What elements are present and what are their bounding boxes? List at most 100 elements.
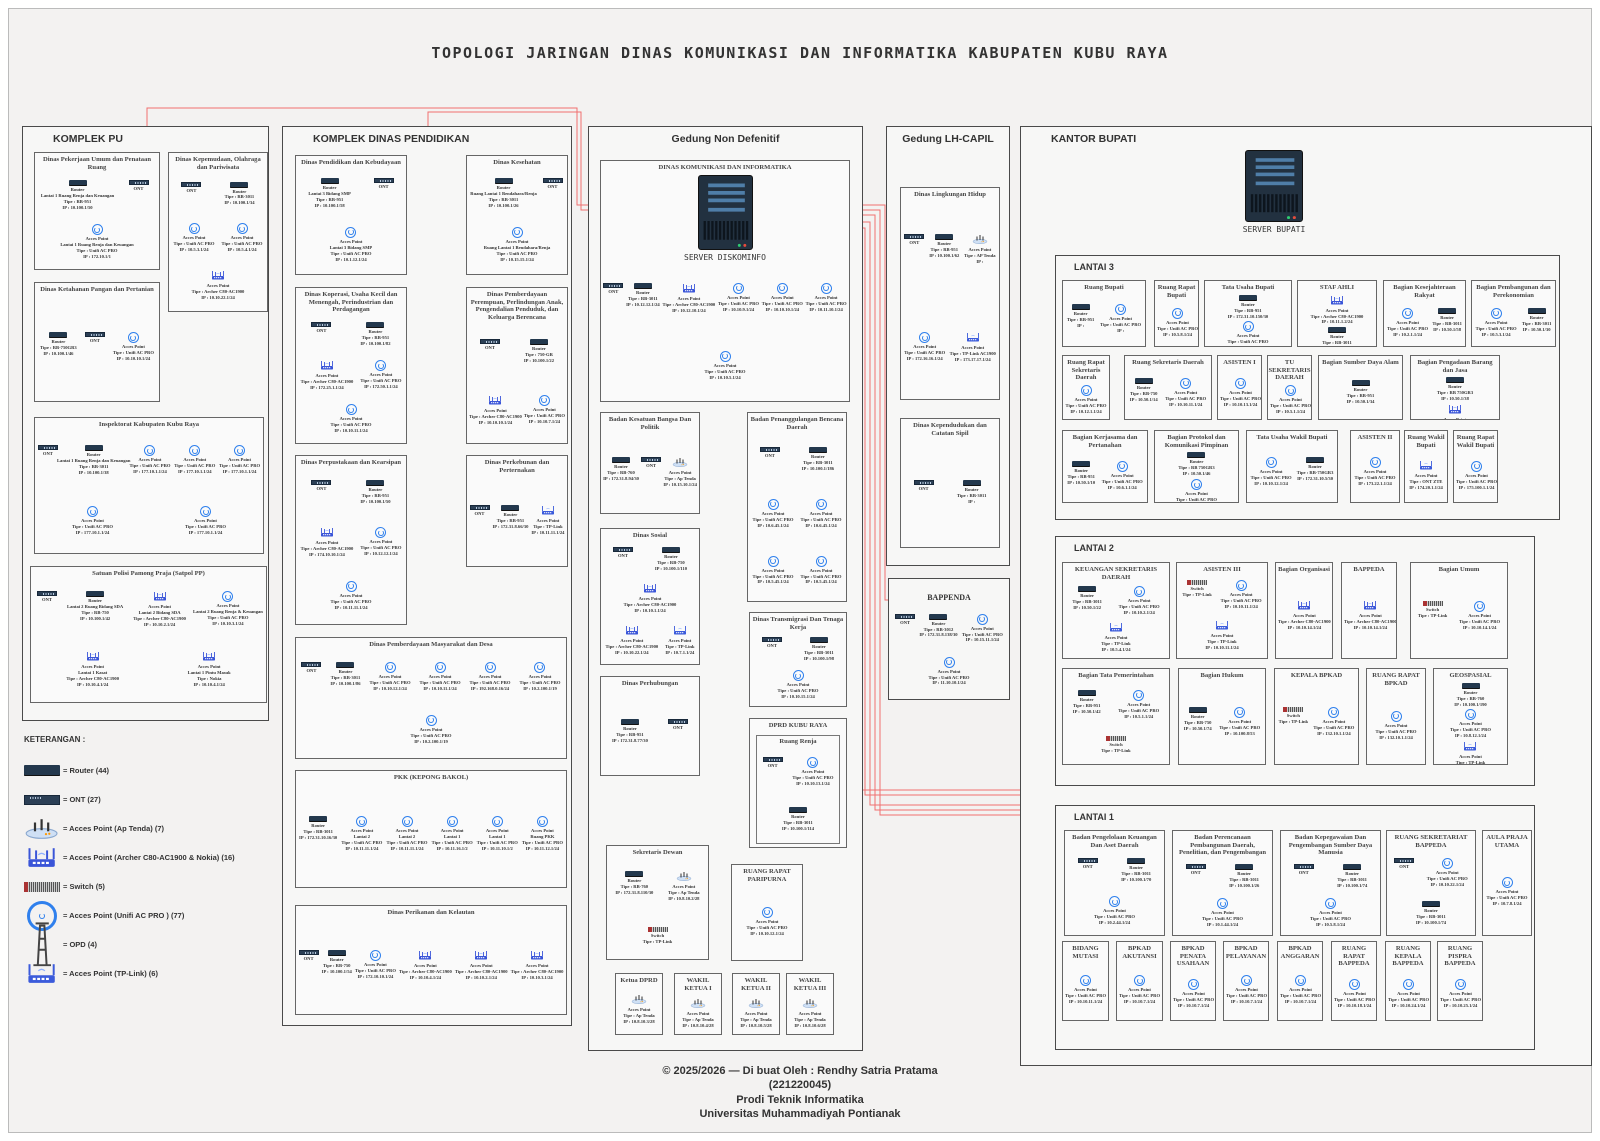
access-point-device[interactable]: Acces Point Tipe : Ap Tenda IP : 10.8.10.6… bbox=[794, 998, 826, 1029]
access-point-device[interactable]: Acces Point Lantai 2 Bidang SDA Tipe : Arc… bbox=[133, 591, 186, 628]
access-point-device[interactable]: Acces Point Tipe : Unifi AC PRO IP : 11.10… bbox=[928, 656, 970, 687]
access-point-device[interactable]: Acces Point Tipe : Unifi AC PRO IP : 10.15… bbox=[962, 613, 1003, 644]
access-point-device[interactable]: Acces Point Tipe : AP Tenda IP : bbox=[964, 234, 996, 265]
access-point-device[interactable]: Acces Point Tipe : Unifi AC PRO IP : 172.5… bbox=[360, 360, 401, 391]
router-device[interactable]: Router Tipe : RB-3011 IP : 10.12.12.1/24 bbox=[626, 282, 660, 314]
access-point-device[interactable]: Acces Point Lantai 2 Tipe : Unifi AC PRO IP… bbox=[341, 816, 382, 852]
access-point-device[interactable]: Acces Point Tipe : Unifi AC PRO IP : 10.10… bbox=[1459, 600, 1500, 631]
access-point-device[interactable]: Acces Point Tipe : Unifi AC PRO IP : 177.1… bbox=[219, 445, 260, 476]
access-point-device[interactable]: Acces Point Tipe : Unifi AC PRO IP : 177.1… bbox=[174, 445, 215, 476]
switch-device[interactable]: Switch Tipe : TP-Link bbox=[1182, 580, 1212, 610]
access-point-device[interactable]: Acces Point Tipe : Unifi AC PRO IP : 10.10… bbox=[1226, 975, 1267, 1005]
router-device[interactable]: Router Tipe : RB-3011 IP : 10.50.1/30 bbox=[1522, 307, 1551, 338]
access-point-device[interactable]: Acces Point Tipe : Ap Tenda IP : 10.15.10.… bbox=[663, 457, 697, 488]
router-device[interactable]: Router Tipe : RB-951 IP : 10.50.1/42 bbox=[1073, 689, 1101, 720]
access-point-device[interactable]: Acces Point Tipe : Unifi AC PRO IP : 175.1… bbox=[1456, 460, 1497, 491]
router-device[interactable]: Router Tipe : RB-951 IP : 10.100.1/62 bbox=[929, 234, 959, 265]
access-point-device[interactable]: Acces Point Tipe : Unifi AC PRO IP : 177.1… bbox=[129, 445, 170, 476]
access-point-device[interactable]: Acces Point Tipe : Unifi AC PRO IP : 10.5.… bbox=[1118, 689, 1159, 720]
router-device[interactable]: Router Lantai 2 Ruang Bidang SDA Tipe : RB… bbox=[67, 591, 123, 628]
access-point-device[interactable]: Acces Point Tipe : Unifi AC PRO IP : 10.10… bbox=[1219, 706, 1260, 737]
access-point-device[interactable]: Acces Point Tipe : ONT ZTE IP : 174.20.1.1… bbox=[1409, 460, 1443, 491]
access-point-device[interactable]: Acces Point Tipe : Unifi AC PRO IP : 10.5.… bbox=[1157, 307, 1198, 338]
ont-device[interactable]: ONT bbox=[895, 613, 916, 644]
router-device[interactable]: Router Tipe : RB-750 IP : 10.100.1/110 bbox=[655, 547, 687, 572]
access-point-device[interactable]: Acces Point Tipe : Unifi AC PRO IP : 172.1… bbox=[355, 949, 396, 981]
access-point-device[interactable]: Acces Point Lantai 1 Tipe : Unifi AC PRO IP… bbox=[432, 816, 473, 852]
access-point-device[interactable]: Acces Point Tipe : Ap Tenda IP : 10.8.10.2… bbox=[668, 871, 700, 902]
router-device[interactable]: Router Tipe : RB-3011 IP : 10.100.1/26 bbox=[1229, 863, 1259, 889]
ont-device[interactable]: ONT bbox=[479, 338, 500, 364]
router-device[interactable]: Router Tipe : 750-GR IP : 10.100.1/22 bbox=[524, 338, 554, 364]
ont-device[interactable]: ONT bbox=[759, 446, 780, 472]
router-device[interactable]: Router Tipe : RB 750GR3 IP : 10.50.1/46 bbox=[1178, 452, 1215, 477]
router-device[interactable]: Router Tipe : RB-951 IP : 172.31.10.150/30 bbox=[1228, 294, 1268, 320]
access-point-device[interactable]: Acces Point Tipe : Unifi AC PRO IP : 10.1.… bbox=[1202, 898, 1243, 928]
ont-device[interactable]: ONT bbox=[301, 661, 322, 692]
access-point-device[interactable]: Acces Point Tipe : Unifi AC PRO IP : 10.5.… bbox=[800, 555, 842, 586]
access-point-device[interactable]: Acces Point Tipe : Unifi AC PRO IP : 10.10… bbox=[113, 332, 154, 362]
access-point-device[interactable]: Acces Point Tipe : Unifi AC PRO IP : 10.10… bbox=[718, 282, 759, 314]
access-point-device[interactable]: Acces Point Tipe : Unifi AC PRO IP : bbox=[1100, 303, 1141, 334]
access-point-device[interactable]: Acces Point Tipe : Unifi AC PRO IP : 10.12… bbox=[1065, 385, 1107, 415]
access-point-device[interactable]: Acces Point Tipe : Unifi AC PRO IP : 10.10… bbox=[762, 282, 803, 314]
ont-device[interactable]: ONT bbox=[373, 177, 394, 209]
router-device[interactable]: Router Tipe : RB-3011 IP : 172.31.10.16/30 bbox=[299, 816, 337, 852]
router-device[interactable]: Router Tipe : RB-3011 IP : 10.100.1/186 bbox=[802, 446, 834, 472]
access-point-device[interactable]: Acces Point Lantai 1 Ruang Renja dan Keua… bbox=[60, 224, 134, 260]
access-point-device[interactable]: Acces Point Tipe : Unifi AC PRO IP : 10.10… bbox=[792, 757, 833, 787]
router-device[interactable]: Router Lantai 1 Ruang Renja dan Keuangan T… bbox=[41, 179, 114, 211]
access-point-device[interactable]: Acces Point Tipe : Unifi AC PRO IP : 132.1… bbox=[1313, 706, 1354, 737]
access-point-device[interactable]: Acces Point Tipe : Unifi AC PRO IP : 10.10… bbox=[1119, 975, 1160, 1005]
ont-device[interactable]: ONT bbox=[311, 322, 332, 347]
access-point-device[interactable]: Acces Point Tipe : Unifi AC PRO IP : 10.10… bbox=[777, 670, 819, 700]
access-point-device[interactable]: Acces Point Tipe : Unifi AC PRO IP : 10.10… bbox=[1280, 975, 1321, 1005]
access-point-device[interactable]: Acces Point Tipe : Unifi AC PRO IP : 10.10… bbox=[1065, 975, 1106, 1005]
access-point-device[interactable]: Acces Point Tipe : Unifi AC PRO IP : 10.2.… bbox=[410, 714, 452, 745]
access-point-device[interactable]: Acces Point Tipe : Unifi AC PRO IP : 10.10… bbox=[370, 661, 411, 692]
ont-device[interactable]: ONT bbox=[84, 332, 105, 362]
access-point-device[interactable]: Acces Point Tipe : Unifi AC PRO IP : 10.10… bbox=[1165, 377, 1206, 408]
switch-device[interactable]: Switch Tipe : TP-Link bbox=[1101, 735, 1131, 754]
access-point-device[interactable]: Acces Point Tipe : Unifi AC PRO IP : 177.1… bbox=[72, 506, 113, 536]
switch-device[interactable]: Switch Tipe : TP-Link bbox=[1418, 600, 1447, 631]
access-point-device[interactable]: Acces Point Tipe : Unifi AC PRO IP : 10.10… bbox=[1221, 580, 1262, 610]
access-point-device[interactable]: Acces Point Tipe : TP-Link IP : 10.11.11.1… bbox=[531, 505, 564, 536]
access-point-device[interactable]: Acces Point Tipe : Unifi AC PRO IP : 177.1… bbox=[185, 506, 226, 536]
ont-device[interactable]: ONT bbox=[542, 177, 563, 209]
ont-device[interactable]: ONT bbox=[128, 179, 149, 211]
access-point-device[interactable]: Acces Point Tipe : Unifi AC PRO IP : 10.5.… bbox=[221, 223, 263, 253]
access-point-device[interactable]: Acces Point Lantai 2 Ruang Renja & Keuang… bbox=[193, 591, 263, 628]
ont-device[interactable]: ONT bbox=[311, 479, 332, 505]
router-device[interactable]: Router Tipe : RB-760 IP : 172.31.8.110/30 bbox=[615, 870, 653, 902]
ont-device[interactable]: ONT bbox=[641, 456, 662, 488]
access-point-device[interactable]: Acces Point Lantai 1 Kasat Tipe : Archer C… bbox=[66, 651, 119, 688]
access-point-device[interactable]: Acces Point Tipe : Unifi AC PRO IP : 132.1… bbox=[1375, 710, 1417, 741]
router-device[interactable]: Router Tipe : RB-3011 IP : 10.100.1/114 bbox=[782, 807, 814, 832]
router-device[interactable]: Router Tipe : RB-760 IP : 10.100.1/190 bbox=[1454, 682, 1487, 708]
access-point-device[interactable]: Acces Point Tipe : Unifi AC PRO IP : 10.10… bbox=[420, 661, 461, 692]
router-device[interactable]: Router Tipe : RB-3012 IP : 172.31.8.138/30 bbox=[919, 613, 958, 644]
access-point-device[interactable]: Acces Point Lantai 1 Tipe : Unifi AC PRO IP… bbox=[477, 816, 518, 852]
router-device[interactable]: Router Tipe : RB-3011 IP : 10.50.1/22 bbox=[1072, 586, 1102, 616]
ont-device[interactable]: ONT bbox=[904, 234, 925, 265]
ont-device[interactable]: ONT bbox=[37, 445, 58, 476]
router-device[interactable]: Router Tipe : RB-951 IP : 172.31.8.77/30 bbox=[612, 718, 648, 744]
access-point-device[interactable]: Acces Point Tipe : Unifi AC PRO IP : 10.10… bbox=[524, 394, 565, 426]
ont-device[interactable]: ONT bbox=[913, 479, 934, 505]
access-point-device[interactable]: Acces Point Tipe : TP-Link IP : 10.5.4.1/2… bbox=[1101, 622, 1131, 653]
